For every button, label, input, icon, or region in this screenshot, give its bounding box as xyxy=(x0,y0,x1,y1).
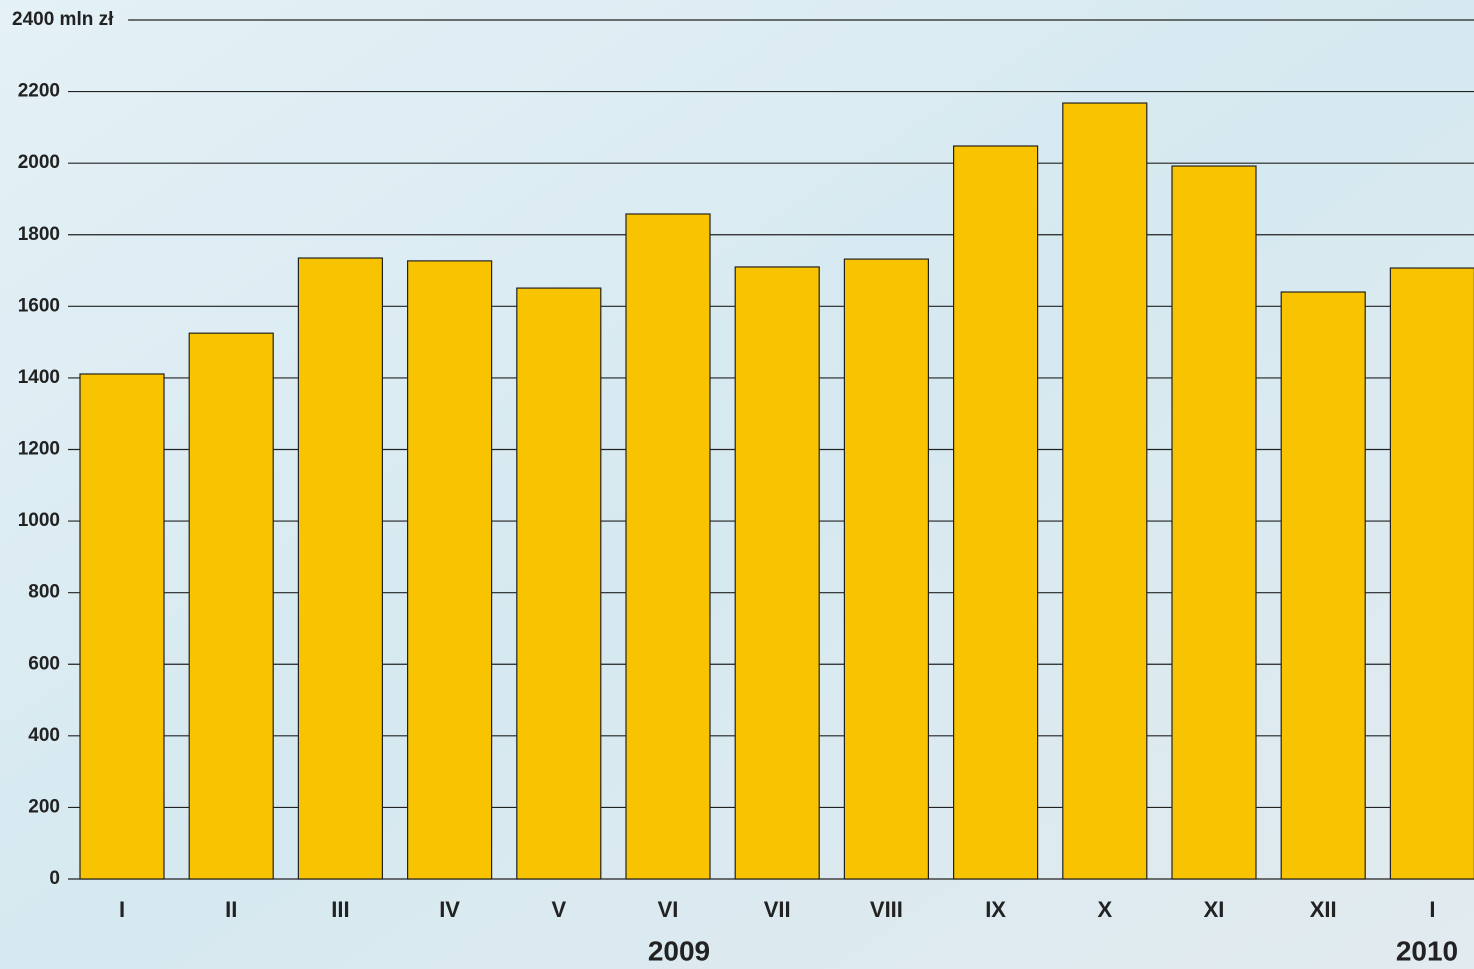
x-tick-label: VII xyxy=(764,897,791,922)
bar xyxy=(188,332,274,880)
x-tick-label: I xyxy=(1429,897,1435,922)
x-tick-label: XI xyxy=(1204,897,1225,922)
y-tick-label: 600 xyxy=(28,653,60,674)
x-tick-label: XII xyxy=(1310,897,1337,922)
y-tick-label: 200 xyxy=(28,796,60,817)
bar xyxy=(516,287,602,880)
bar xyxy=(952,145,1039,880)
x-tick-label: VIII xyxy=(870,897,903,922)
bar xyxy=(297,257,383,880)
y-tick-label: 1200 xyxy=(18,439,60,460)
bar xyxy=(1171,165,1257,880)
y-tick-label: 2400 mln zł xyxy=(12,9,114,30)
bar xyxy=(1062,102,1148,880)
x-tick-label: V xyxy=(551,897,566,922)
bar xyxy=(843,258,930,880)
bar xyxy=(79,373,165,880)
y-tick-label: 2000 xyxy=(18,152,60,173)
y-tick-label: 1800 xyxy=(18,224,60,245)
bar xyxy=(734,266,820,880)
bar xyxy=(1280,291,1366,880)
x-tick-label: VI xyxy=(658,897,679,922)
x-tick-label: III xyxy=(331,897,349,922)
year-label: 2009 xyxy=(648,935,710,966)
y-tick-label: 1000 xyxy=(18,510,60,531)
x-tick-label: IX xyxy=(985,897,1006,922)
y-tick-label: 400 xyxy=(28,725,60,746)
y-tick-label: 1400 xyxy=(18,367,60,388)
x-tick-label: I xyxy=(119,897,125,922)
x-tick-label: II xyxy=(225,897,237,922)
y-tick-label: 800 xyxy=(28,582,60,603)
bar xyxy=(407,260,493,880)
bar xyxy=(625,213,711,880)
x-tick-label: X xyxy=(1097,897,1112,922)
bar xyxy=(1389,267,1474,880)
y-tick-label: 1600 xyxy=(18,295,60,316)
year-label: 2010 xyxy=(1396,935,1458,966)
x-tick-label: IV xyxy=(439,897,460,922)
y-tick-label: 0 xyxy=(49,868,60,889)
y-tick-label: 2200 xyxy=(18,81,60,102)
